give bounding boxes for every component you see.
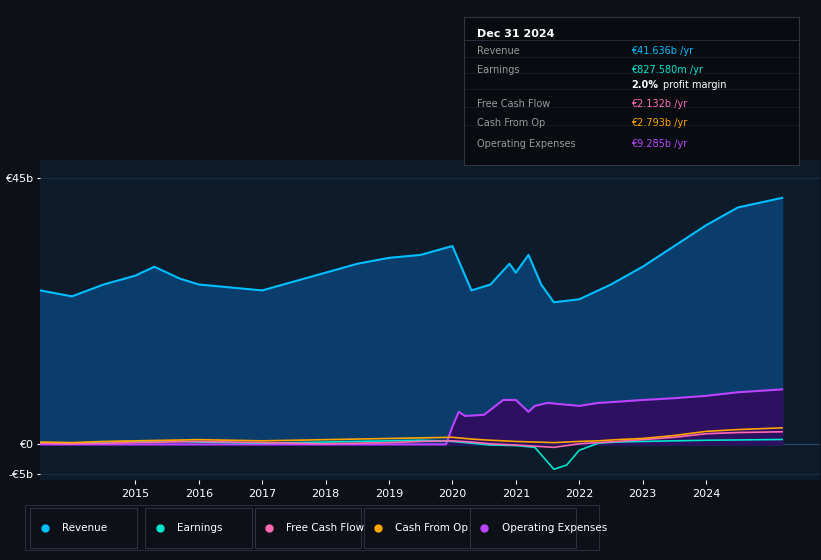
Text: profit margin: profit margin (663, 80, 727, 90)
Text: Cash From Op: Cash From Op (396, 522, 468, 533)
Text: €2.132b /yr: €2.132b /yr (631, 99, 688, 109)
Text: €2.793b /yr: €2.793b /yr (631, 118, 688, 128)
Text: Revenue: Revenue (62, 522, 107, 533)
Text: Free Cash Flow: Free Cash Flow (287, 522, 365, 533)
Text: €9.285b /yr: €9.285b /yr (631, 139, 688, 149)
Text: Revenue: Revenue (477, 46, 520, 56)
Text: €41.636b /yr: €41.636b /yr (631, 46, 694, 56)
Text: Earnings: Earnings (177, 522, 222, 533)
Text: Operating Expenses: Operating Expenses (502, 522, 607, 533)
Text: Earnings: Earnings (477, 65, 520, 75)
Text: 2.0%: 2.0% (631, 80, 658, 90)
Text: Free Cash Flow: Free Cash Flow (477, 99, 551, 109)
Text: Cash From Op: Cash From Op (477, 118, 545, 128)
Text: €827.580m /yr: €827.580m /yr (631, 65, 704, 75)
Text: Dec 31 2024: Dec 31 2024 (477, 29, 555, 39)
Text: Operating Expenses: Operating Expenses (477, 139, 576, 149)
